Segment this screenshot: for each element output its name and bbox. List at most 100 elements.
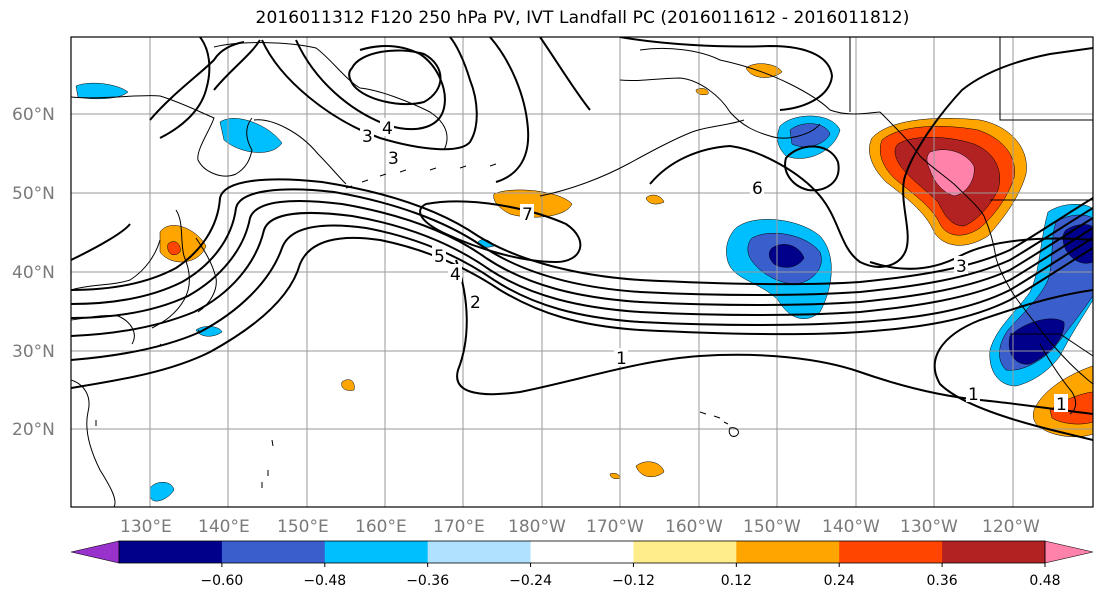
- negative-anomaly-core: [789, 123, 831, 147]
- coastline-baja: [1039, 343, 1077, 415]
- lon-label: 160°W: [665, 517, 723, 537]
- border-us-mexico: [1010, 333, 1093, 357]
- pv-contour: [71, 188, 1093, 305]
- map-frame: [70, 36, 1094, 508]
- colorbar-tick-label: 0.36: [927, 573, 958, 589]
- pv-contour: [149, 39, 261, 121]
- lat-label: 60°N: [12, 105, 55, 125]
- negative-anomaly-blob: [219, 118, 283, 153]
- lon-label: 150°W: [743, 517, 801, 537]
- pv-contour: [619, 37, 834, 111]
- colorbar-segment: [119, 541, 223, 563]
- coastline-north-america: [879, 111, 1093, 385]
- coastline-asia: [71, 95, 347, 185]
- contour-label: 3: [362, 127, 373, 147]
- pv-contour-closed: [348, 49, 442, 106]
- colorbar-tick-label: −0.36: [406, 573, 449, 589]
- lon-label: 120°W: [982, 517, 1040, 537]
- pv-contour: [71, 212, 1093, 337]
- colorbar-segment: [427, 541, 532, 563]
- negative-anomaly-blob: [149, 482, 175, 502]
- contour-label: 5: [434, 247, 445, 267]
- map-panel: 3 4 3 7 6 5 4 2 1 3 1 1: [71, 37, 1093, 507]
- colorbar-segment: [633, 541, 737, 563]
- pv-contour: [649, 47, 1093, 268]
- contour-label: 4: [382, 119, 393, 139]
- colorbar-segment: [530, 541, 634, 563]
- negative-anomaly-blob: [75, 82, 129, 100]
- colorbar-segment: [839, 541, 943, 563]
- lon-label: 160°E: [355, 517, 407, 537]
- pv-contour: [71, 223, 131, 261]
- contour-label: 1: [968, 385, 979, 405]
- pv-contour-closed: [784, 145, 840, 192]
- contour-labels: 3 4 3 7 6 5 4 2 1 3 1 1: [360, 118, 1068, 415]
- colorbar-frame: [118, 540, 1046, 564]
- contour-label: 7: [522, 205, 533, 225]
- lon-label: 170°W: [586, 517, 644, 537]
- lat-label: 40°N: [12, 263, 55, 283]
- pv-contour-closed: [419, 200, 582, 264]
- pv-contour: [71, 224, 1093, 361]
- negative-anomaly-blob: [195, 326, 223, 337]
- coastline-islands: [95, 329, 274, 488]
- border-canada-interior: [999, 37, 1093, 121]
- longitude-labels: 130°E 140°E 150°E 160°E 170°E 180°W 170°…: [120, 517, 1040, 537]
- colorbar-extend-low: [70, 540, 120, 564]
- colorbar-segment: [942, 541, 1046, 563]
- pv-contour: [295, 39, 446, 131]
- coastline-hawaii: [699, 411, 739, 437]
- pv-contours: [71, 37, 1093, 441]
- colorbar-tick-label: 0.12: [721, 573, 752, 589]
- colorbar-segment: [736, 541, 840, 563]
- positive-anomaly-core: [167, 241, 181, 255]
- positive-anomaly-blob: [745, 63, 783, 78]
- lon-label: 170°E: [433, 517, 485, 537]
- lon-label: 140°W: [822, 517, 880, 537]
- contour-label: 1: [1056, 395, 1067, 415]
- lon-label: 130°E: [120, 517, 172, 537]
- coastline-alaska: [619, 48, 881, 139]
- pv-contour: [71, 200, 1093, 319]
- contour-label: 4: [450, 265, 461, 285]
- lon-label: 130°W: [900, 517, 958, 537]
- lon-label: 140°E: [198, 517, 250, 537]
- pv-contour: [933, 289, 1093, 441]
- colorbar-segment: [324, 541, 429, 563]
- contour-label: 3: [388, 149, 399, 169]
- lat-label: 30°N: [12, 342, 55, 362]
- negative-anomaly-core: [769, 244, 805, 268]
- figure-title: 2016011312 F120 250 hPa PV, IVT Landfall…: [255, 8, 910, 28]
- coastline-alaska-peninsula: [539, 119, 745, 197]
- colorbar-tick-label: 0.48: [1029, 573, 1060, 589]
- colorbar-tick-label: −0.60: [200, 573, 243, 589]
- lat-lon-grid: [71, 37, 1093, 507]
- lon-label: 150°E: [277, 517, 329, 537]
- contour-label: 2: [470, 293, 481, 313]
- lat-label: 50°N: [12, 184, 55, 204]
- pv-contour: [71, 236, 1093, 389]
- pv-contour: [159, 37, 211, 139]
- contour-label: 3: [956, 257, 967, 277]
- lat-label: 20°N: [12, 420, 55, 440]
- pv-contour: [71, 178, 1093, 291]
- pv-contour: [489, 37, 530, 183]
- colorbar: −0.60 −0.48 −0.36 −0.24 −0.12 0.12 0.24 0.36 0.4…: [70, 540, 1094, 589]
- pv-contour: [261, 37, 478, 151]
- positive-anomaly-blob: [341, 379, 355, 391]
- colorbar-extend-high: [1044, 540, 1094, 564]
- contour-label: 6: [752, 179, 763, 199]
- pv-contour: [869, 237, 1093, 270]
- positive-anomaly-core: [926, 149, 975, 197]
- pv-contour: [539, 37, 591, 111]
- colorbar-tick-label: −0.12: [612, 573, 655, 589]
- colorbar-tick-label: 0.24: [824, 573, 855, 589]
- colorbar-segment: [221, 541, 326, 563]
- positive-anomaly-blob: [645, 194, 665, 205]
- latitude-labels: 60°N 50°N 40°N 30°N 20°N: [12, 105, 55, 440]
- positive-anomaly-blob: [635, 461, 665, 478]
- colorbar-tick-label: −0.48: [303, 573, 346, 589]
- contour-label: 1: [616, 349, 627, 369]
- lon-label: 180°W: [508, 517, 566, 537]
